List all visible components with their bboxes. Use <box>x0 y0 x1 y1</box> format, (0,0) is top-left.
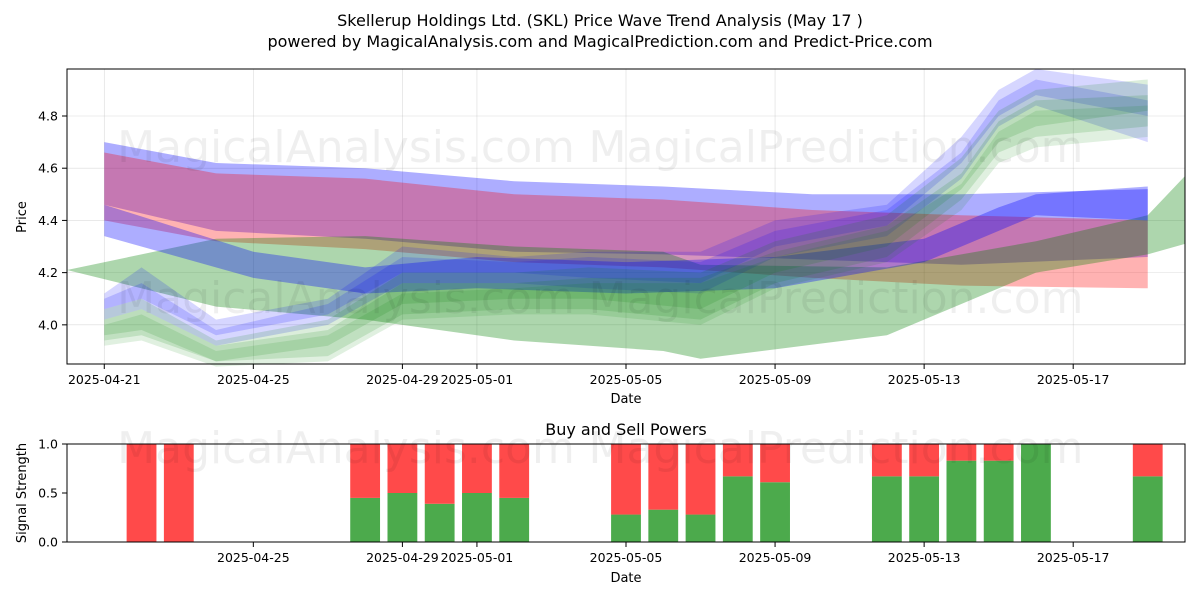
buy-bar <box>1021 444 1051 542</box>
buy-bar <box>387 493 418 542</box>
sell-bar <box>648 444 679 510</box>
signal-y-tick-label: 0.0 <box>38 535 58 550</box>
watermark-analysis-top: MagicalAnalysis.com <box>117 122 575 173</box>
sell-bar <box>387 444 418 493</box>
watermark-prediction-top: MagicalPrediction.com <box>589 122 1084 173</box>
price-wave <box>104 95 1148 362</box>
signal-y-tick-label: 0.5 <box>38 486 58 501</box>
signal-x-tick-label: 2025-05-01 <box>441 550 514 565</box>
sell-bar <box>760 444 790 483</box>
sell-bar <box>1132 444 1163 477</box>
sell-bar <box>685 444 716 515</box>
signal-x-tick-label: 2025-05-17 <box>1037 550 1110 565</box>
buy-bar <box>424 503 455 542</box>
price-y-tick-label: 4.4 <box>38 213 58 228</box>
sell-bar <box>946 444 977 461</box>
price-wave <box>104 69 1148 336</box>
price-chart: MagicalAnalysis.com MagicalPrediction.co… <box>15 68 1186 407</box>
buy-bar <box>909 476 940 542</box>
price-x-tick-label: 2025-04-29 <box>366 372 439 387</box>
price-y-tick-label: 4.6 <box>38 161 58 176</box>
signal-x-tick-label: 2025-05-09 <box>739 550 812 565</box>
figure-title: Skellerup Holdings Ltd. (SKL) Price Wave… <box>337 11 863 30</box>
price-x-tick-label: 2025-05-09 <box>739 372 812 387</box>
price-band <box>104 142 1148 265</box>
buy-bar <box>499 497 530 542</box>
signal-x-tick-label: 2025-04-29 <box>366 550 439 565</box>
buy-bar <box>462 493 492 542</box>
watermark-analysis-bottom: MagicalAnalysis.com <box>117 423 575 474</box>
watermark-analysis-mid: MagicalAnalysis.com <box>117 273 575 324</box>
buy-bar <box>1132 476 1163 542</box>
sell-bar <box>499 444 530 498</box>
sell-bar <box>909 444 940 477</box>
price-wave <box>104 79 1148 362</box>
sell-bar <box>722 444 753 477</box>
buy-bar <box>760 482 790 542</box>
sell-bar <box>163 444 194 542</box>
signal-y-tick-label: 1.0 <box>38 437 58 452</box>
figure-subtitle: powered by MagicalAnalysis.com and Magic… <box>267 32 932 51</box>
price-x-tick-label: 2025-04-21 <box>68 372 141 387</box>
price-x-tick-label: 2025-04-25 <box>217 372 290 387</box>
watermark-prediction-bottom: MagicalPrediction.com <box>589 423 1084 474</box>
price-y-tick-label: 4.8 <box>38 108 58 123</box>
signal-x-tick-label: 2025-05-13 <box>888 550 961 565</box>
sell-bar <box>983 444 1014 461</box>
signal-chart: Buy and Sell Powers MagicalAnalysis.com … <box>15 420 1186 586</box>
watermark-prediction-mid: MagicalPrediction.com <box>589 273 1084 324</box>
price-wave <box>104 105 1148 367</box>
sell-bar <box>424 444 455 504</box>
price-band <box>67 176 1185 359</box>
price-y-tick-label: 4.0 <box>38 317 58 332</box>
buy-bar <box>350 497 381 542</box>
sell-bar <box>611 444 641 515</box>
signal-y-axis-label: Signal Strength <box>15 443 30 543</box>
price-x-tick-label: 2025-05-05 <box>590 372 663 387</box>
price-y-axis-label: Price <box>15 201 30 233</box>
sell-bar <box>462 444 492 493</box>
price-band <box>104 152 1148 289</box>
buy-bar <box>648 509 679 542</box>
buy-bar <box>983 460 1014 542</box>
sell-bar <box>871 444 902 477</box>
price-x-axis-label: Date <box>610 392 641 407</box>
buy-bar <box>685 514 716 542</box>
price-band <box>104 186 1148 294</box>
price-x-tick-label: 2025-05-13 <box>888 372 961 387</box>
price-x-tick-label: 2025-05-17 <box>1037 372 1110 387</box>
signal-chart-title: Buy and Sell Powers <box>545 420 707 439</box>
buy-bar <box>871 476 902 542</box>
signal-x-tick-label: 2025-05-05 <box>590 550 663 565</box>
signal-x-tick-label: 2025-04-25 <box>217 550 290 565</box>
price-y-tick-label: 4.2 <box>38 265 58 280</box>
price-x-tick-label: 2025-05-01 <box>441 372 514 387</box>
sell-bar <box>350 444 381 498</box>
buy-bar <box>722 476 753 542</box>
buy-bar <box>946 460 977 542</box>
signal-x-axis-label: Date <box>610 571 641 586</box>
sell-bar <box>126 444 157 542</box>
price-wave <box>104 79 1148 346</box>
buy-bar <box>611 514 641 542</box>
